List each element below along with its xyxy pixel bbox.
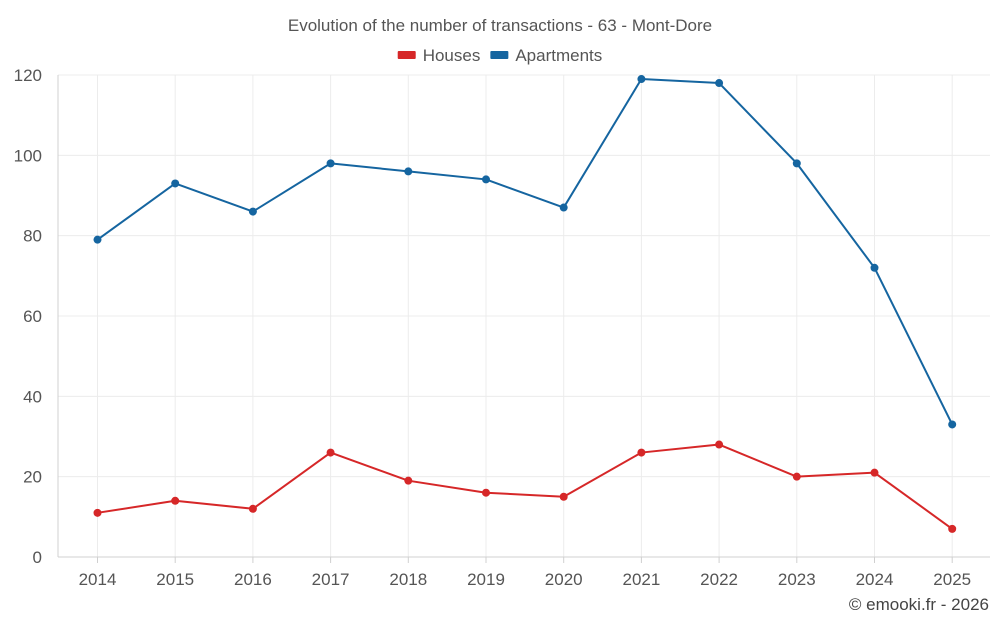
data-point-houses-2015[interactable] [171, 496, 180, 505]
x-tick-label: 2022 [700, 570, 738, 589]
data-point-houses-2020[interactable] [559, 492, 568, 501]
series-houses [93, 440, 957, 533]
legend: Houses Apartments [397, 46, 602, 65]
data-point-apartments-2020[interactable] [559, 203, 568, 212]
x-tick-label: 2020 [545, 570, 583, 589]
x-tick-label: 2016 [234, 570, 272, 589]
x-tick-label: 2023 [778, 570, 816, 589]
data-point-apartments-2018[interactable] [404, 167, 413, 176]
data-point-houses-2024[interactable] [870, 468, 879, 477]
data-point-apartments-2023[interactable] [792, 159, 801, 168]
data-point-apartments-2019[interactable] [482, 175, 490, 184]
x-tick-label: 2017 [312, 570, 350, 589]
x-tick-label: 2024 [856, 570, 894, 589]
y-axis: 0 20 40 60 80 100 120 [14, 66, 59, 567]
data-point-houses-2025[interactable] [948, 524, 957, 533]
data-point-apartments-2015[interactable] [171, 179, 180, 188]
x-axis: 2014 2015 2016 2017 2018 2019 2020 2021 2022 2023… [58, 556, 990, 589]
legend-label-houses: Houses [423, 46, 481, 65]
grid [58, 74, 990, 557]
y-tick-label: 20 [23, 468, 42, 487]
x-tick-label: 2018 [389, 570, 427, 589]
data-point-apartments-2016[interactable] [248, 207, 257, 216]
data-point-houses-2023[interactable] [792, 472, 801, 481]
y-tick-label: 40 [23, 387, 42, 406]
data-point-houses-2016[interactable] [248, 504, 257, 513]
y-tick-label: 100 [14, 146, 42, 165]
series-line-houses [97, 443, 953, 530]
chart-title: Evolution of the number of transactions … [288, 16, 712, 35]
legend-swatch-apartments[interactable] [490, 51, 509, 59]
y-tick-label: 0 [33, 548, 42, 567]
data-point-houses-2014[interactable] [93, 508, 102, 517]
x-tick-label: 2019 [467, 570, 505, 589]
x-tick-label: 2015 [156, 570, 194, 589]
data-point-houses-2022[interactable] [715, 440, 724, 449]
data-point-houses-2021[interactable] [637, 448, 646, 457]
data-point-apartments-2021[interactable] [637, 75, 646, 84]
legend-label-apartments: Apartments [515, 46, 602, 65]
data-point-houses-2017[interactable] [326, 448, 335, 457]
y-tick-label: 80 [23, 227, 42, 246]
data-point-apartments-2022[interactable] [715, 79, 724, 88]
data-point-apartments-2025[interactable] [948, 420, 957, 429]
y-tick-label: 120 [14, 66, 42, 85]
data-point-apartments-2017[interactable] [326, 159, 335, 168]
data-point-apartments-2014[interactable] [93, 235, 102, 244]
x-tick-label: 2014 [79, 570, 117, 589]
series-layer [93, 75, 957, 533]
series-apartments [93, 75, 957, 429]
data-point-houses-2018[interactable] [404, 476, 413, 485]
data-point-houses-2019[interactable] [482, 488, 490, 497]
data-point-apartments-2024[interactable] [870, 263, 879, 272]
y-tick-label: 60 [23, 307, 42, 326]
legend-swatch-houses[interactable] [397, 51, 416, 59]
chart-credit: © emooki.fr - 2026 [849, 595, 989, 614]
x-tick-label: 2025 [933, 570, 971, 589]
series-line-apartments [96, 78, 954, 425]
x-tick-label: 2021 [622, 570, 660, 589]
